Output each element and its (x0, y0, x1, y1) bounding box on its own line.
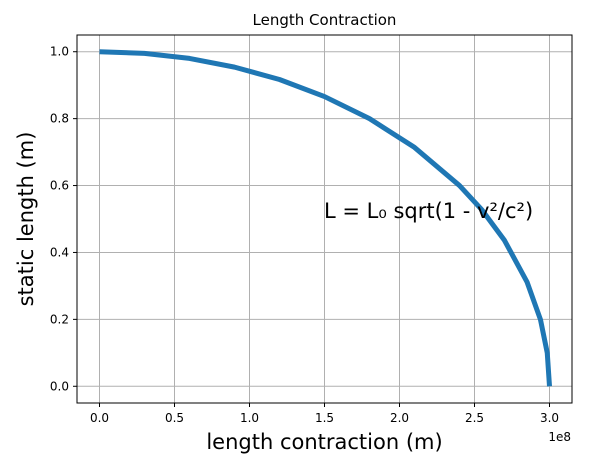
x-tick-label: 2.0 (390, 411, 409, 425)
y-tick-label: 0.8 (50, 112, 69, 126)
y-tick-label: 1.0 (50, 45, 69, 59)
x-tick-label: 2.5 (465, 411, 484, 425)
x-tick-label: 0.0 (90, 411, 109, 425)
y-tick-label: 0.2 (50, 312, 69, 326)
grid (77, 35, 572, 403)
chart-title: Length Contraction (253, 11, 397, 29)
y-axis-label: static length (m) (14, 132, 38, 307)
y-tick-label: 0.0 (50, 379, 69, 393)
x-tick-label: 3.0 (540, 411, 559, 425)
y-tick-label: 0.4 (50, 245, 69, 259)
x-axis-label: length contraction (m) (206, 430, 442, 454)
y-tick-label: 0.6 (50, 179, 69, 193)
series-layer (99, 49, 552, 387)
x-tick-label: 1.0 (240, 411, 259, 425)
ticks: 0.0 0.5 1.0 1.5 2.0 2.5 3.0 0.0 0.2 0.4 0.6 0.8 1.0 (50, 45, 559, 425)
x-axis-offset-label: 1e8 (548, 430, 571, 444)
x-tick-label: 0.5 (165, 411, 184, 425)
x-tick-label: 1.5 (315, 411, 334, 425)
formula-annotation: L = L₀ sqrt(1 - v²/c²) (324, 199, 533, 223)
series-line (99, 49, 552, 387)
